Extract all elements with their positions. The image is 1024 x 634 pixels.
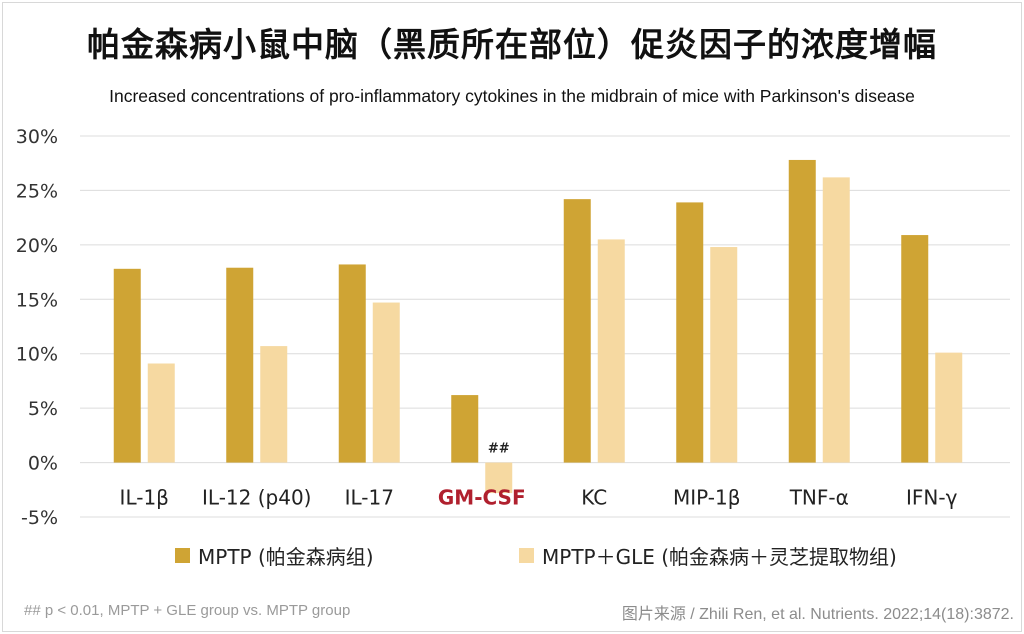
bar-mptp — [226, 267, 254, 463]
y-tick-label: -5% — [21, 507, 58, 529]
legend-label-mptp-gle: MPTP＋GLE (帕金森病＋灵芝提取物组) — [542, 545, 897, 569]
x-tick-label: IL-1β — [120, 486, 169, 510]
bar-mptp-gle — [147, 363, 175, 463]
x-tick-label: KC — [581, 486, 607, 510]
chart-subtitle: Increased concentrations of pro-inflamma… — [109, 86, 915, 106]
bar-mptp — [676, 202, 704, 463]
bar-mptp — [451, 395, 479, 463]
bar-mptp-gle — [710, 247, 738, 463]
x-tick-label: IL-12 (p40) — [202, 486, 311, 510]
bar-mptp — [901, 235, 929, 463]
y-tick-label: 15% — [16, 289, 58, 311]
bar-mptp-gle — [260, 346, 288, 463]
y-tick-label: 10% — [16, 344, 58, 366]
bar-mptp — [338, 264, 366, 463]
bar-mptp-gle — [485, 462, 513, 494]
legend-swatch-mptp — [175, 548, 190, 563]
bar-mptp-gle — [935, 352, 963, 463]
chart-legend: MPTP (帕金森病组) MPTP＋GLE (帕金森病＋灵芝提取物组) — [0, 541, 1024, 571]
bar-mptp — [788, 159, 816, 463]
legend-swatch-mptp-gle — [519, 548, 534, 563]
source-citation: 图片来源 / Zhili Ren, et al. Nutrients. 2022… — [621, 606, 1014, 623]
y-tick-label: 0% — [28, 453, 58, 475]
chart-title: 帕金森病小鼠中脑（黑质所在部位）促炎因子的浓度增幅 — [87, 25, 937, 64]
significance-footnote: ## p < 0.01, MPTP + GLE group vs. MPTP g… — [24, 602, 351, 619]
y-tick-label: 25% — [16, 180, 58, 202]
bar-mptp-gle — [372, 302, 400, 463]
x-tick-label: MIP-1β — [673, 486, 740, 510]
y-tick-label: 20% — [16, 235, 58, 257]
x-tick-label: TNF-α — [789, 486, 849, 510]
bar-mptp — [563, 199, 591, 463]
bar-mptp-gle — [597, 239, 625, 463]
x-tick-label: IFN-γ — [906, 486, 958, 510]
y-tick-label: 5% — [28, 398, 58, 420]
legend-item-mptp: MPTP (帕金森病组) — [175, 541, 374, 570]
x-tick-label: GM-CSF — [438, 486, 526, 510]
legend-item-mptp-gle: MPTP＋GLE (帕金森病＋灵芝提取物组) — [519, 541, 897, 570]
legend-label-mptp: MPTP (帕金森病组) — [198, 545, 374, 569]
x-tick-label: IL-17 — [345, 486, 394, 510]
bar-mptp-gle — [822, 177, 850, 463]
bar-mptp — [113, 268, 141, 463]
y-tick-label: 30% — [16, 126, 58, 148]
significance-annotation: ## — [488, 442, 510, 457]
